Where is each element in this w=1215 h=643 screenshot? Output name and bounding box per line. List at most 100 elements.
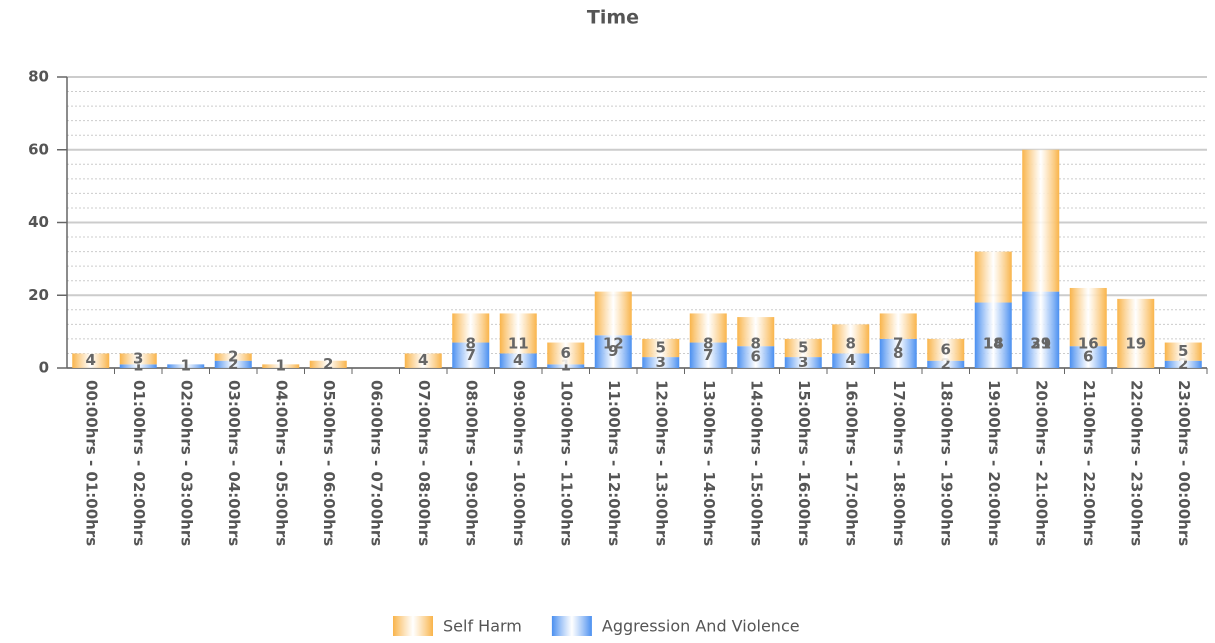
bar-segment (689, 342, 727, 368)
data-label: 19 (1125, 335, 1146, 353)
x-tick-label: 10:00hrs - 11:00hrs (557, 380, 575, 546)
bar-segment (642, 338, 680, 358)
data-label: 4 (418, 351, 428, 369)
x-tick-label: 06:00hrs - 07:00hrs (367, 380, 385, 546)
data-label: 8 (703, 335, 713, 353)
x-tick-label: 15:00hrs - 16:00hrs (795, 380, 813, 546)
data-label: 2 (323, 355, 333, 373)
data-label: 21 (1030, 335, 1051, 353)
data-label: 2 (941, 355, 951, 373)
bar-segment (689, 313, 727, 343)
bar-segment (1069, 287, 1107, 347)
legend-label: Self Harm (443, 617, 522, 636)
x-tick-label: 13:00hrs - 14:00hrs (700, 380, 718, 546)
bar-segment (214, 360, 252, 368)
x-tick-label: 14:00hrs - 15:00hrs (747, 380, 765, 546)
bar-segment (452, 313, 490, 343)
data-label: 39 (1030, 335, 1051, 353)
data-label: 1 (276, 357, 286, 375)
data-label: 14 (983, 335, 1004, 353)
data-label: 3 (798, 353, 808, 371)
data-label: 3 (656, 353, 666, 371)
x-tick-label: 11:00hrs - 12:00hrs (605, 380, 623, 546)
data-label: 5 (798, 338, 808, 356)
data-label: 6 (1083, 348, 1093, 366)
bar-segment (119, 353, 157, 365)
bar-segment (1022, 291, 1060, 368)
bar-segment (879, 313, 917, 339)
x-tick-label: 18:00hrs - 19:00hrs (937, 380, 955, 546)
x-tick-label: 19:00hrs - 20:00hrs (985, 380, 1003, 546)
bar-segment (1164, 342, 1202, 361)
x-tick-label: 07:00hrs - 08:00hrs (415, 380, 433, 546)
data-label: 2 (228, 355, 238, 373)
legend-label: Aggression And Violence (602, 617, 800, 636)
y-tick-label: 80 (28, 68, 49, 86)
data-label: 1 (561, 357, 571, 375)
bar-segment (879, 338, 917, 368)
data-label: 2 (228, 348, 238, 366)
bar-segment (784, 338, 822, 358)
data-label: 12 (603, 335, 624, 353)
data-label: 4 (86, 351, 96, 369)
data-label: 6 (751, 348, 761, 366)
data-label: 8 (466, 335, 476, 353)
x-tick-label: 12:00hrs - 13:00hrs (652, 380, 670, 546)
bar-segment (642, 357, 680, 368)
data-label: 7 (893, 335, 903, 353)
data-label: 7 (703, 346, 713, 364)
data-label: 11 (508, 335, 529, 353)
bar-segment (309, 360, 347, 368)
bar-segment (1117, 298, 1155, 368)
data-label: 7 (466, 346, 476, 364)
x-tick-label: 03:00hrs - 04:00hrs (225, 380, 243, 546)
bar-segment (737, 317, 775, 347)
x-tick-label: 04:00hrs - 05:00hrs (272, 380, 290, 546)
bar-segment (452, 342, 490, 368)
bar-segment (927, 360, 965, 368)
x-tick-label: 01:00hrs - 02:00hrs (130, 380, 148, 546)
bar-segment (499, 313, 537, 354)
data-label: 9 (608, 342, 618, 360)
bar-segment (119, 364, 157, 368)
data-label: 18 (983, 335, 1004, 353)
bar-segment (547, 364, 585, 368)
y-tick-label: 20 (28, 286, 49, 304)
bar-segment (974, 251, 1012, 303)
bar-segment (499, 353, 537, 368)
data-label: 8 (751, 335, 761, 353)
legend-swatch (551, 616, 592, 636)
bar-segment (404, 353, 442, 368)
data-label: 5 (656, 338, 666, 356)
x-tick-label: 09:00hrs - 10:00hrs (510, 380, 528, 546)
bar-segment (72, 353, 110, 368)
data-label: 4 (513, 351, 523, 369)
y-tick-label: 60 (28, 140, 49, 158)
x-tick-label: 08:00hrs - 09:00hrs (462, 380, 480, 546)
bar-segment (784, 357, 822, 368)
bar-segment (594, 291, 632, 336)
data-label: 1 (133, 357, 143, 375)
x-tick-label: 16:00hrs - 17:00hrs (842, 380, 860, 546)
x-tick-label: 05:00hrs - 06:00hrs (320, 380, 338, 546)
data-label: 1 (181, 357, 191, 375)
x-tick-label: 21:00hrs - 22:00hrs (1080, 380, 1098, 546)
chart-title: Time (587, 7, 639, 29)
x-tick-label: 17:00hrs - 18:00hrs (890, 380, 908, 546)
data-label: 16 (1078, 335, 1099, 353)
bar-segment (594, 335, 632, 368)
legend-swatch (393, 616, 433, 636)
data-label: 6 (561, 344, 571, 362)
x-tick-label: 23:00hrs - 00:00hrs (1175, 380, 1193, 546)
bar-segment (547, 342, 585, 365)
data-label: 6 (941, 340, 951, 358)
data-label: 8 (846, 335, 856, 353)
bar-segment (737, 346, 775, 368)
x-tick-label: 20:00hrs - 21:00hrs (1032, 380, 1050, 546)
bar-segment (1022, 149, 1060, 292)
y-tick-label: 40 (28, 213, 49, 231)
bar-segment (167, 364, 205, 368)
x-tick-label: 22:00hrs - 23:00hrs (1127, 380, 1145, 546)
bar-segment (262, 364, 300, 368)
